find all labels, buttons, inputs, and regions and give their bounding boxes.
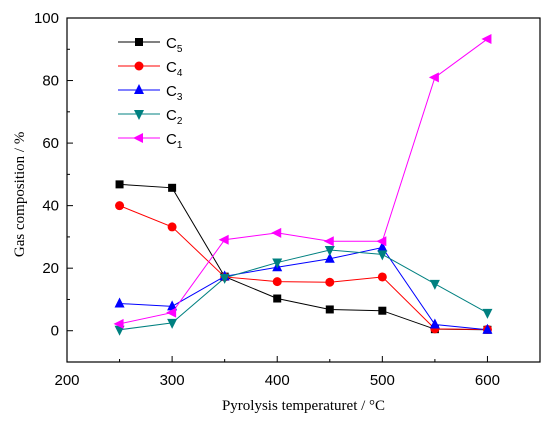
legend-marker bbox=[134, 61, 144, 71]
series-line-c5 bbox=[119, 183, 488, 331]
y-axis: 0 20 40 60 80 100 bbox=[34, 10, 73, 340]
data-point-c5 bbox=[378, 306, 387, 315]
data-point-c1 bbox=[481, 33, 492, 44]
data-point-c2 bbox=[429, 279, 440, 290]
legend-entry-c2: C2 bbox=[118, 107, 183, 127]
y-tick-label: 0 bbox=[51, 323, 59, 340]
legend-label-sub: 5 bbox=[177, 44, 183, 55]
legend-entry-c4: C4 bbox=[118, 59, 183, 79]
y-tick-label: 60 bbox=[42, 135, 59, 152]
series-line-c2 bbox=[119, 249, 488, 331]
legend-label-main: C bbox=[166, 59, 177, 76]
y-tick-label: 40 bbox=[42, 198, 59, 215]
legend-label: C5 bbox=[166, 35, 183, 55]
legend-marker bbox=[134, 110, 144, 120]
y-axis-label: Gas composition / % bbox=[12, 132, 28, 257]
data-point-c5 bbox=[115, 180, 124, 189]
data-point-c5 bbox=[325, 305, 334, 314]
series-line-c3 bbox=[119, 246, 488, 331]
data-point-c3 bbox=[377, 241, 388, 252]
legend-label-main: C bbox=[166, 131, 177, 148]
x-tick-label: 300 bbox=[160, 372, 185, 389]
x-tick-label: 500 bbox=[370, 372, 395, 389]
legend-label: C3 bbox=[166, 83, 183, 103]
data-point-c3 bbox=[114, 297, 125, 308]
legend-label: C2 bbox=[166, 107, 183, 127]
data-point-c2 bbox=[219, 273, 230, 284]
data-point-c1 bbox=[428, 72, 439, 83]
legend-label: C4 bbox=[166, 59, 183, 79]
legend-label-main: C bbox=[166, 83, 177, 100]
legend-entry-c5: C5 bbox=[118, 35, 183, 55]
legend-label-sub: 3 bbox=[177, 92, 183, 103]
data-point-c4 bbox=[167, 222, 177, 232]
data-point-c3 bbox=[429, 318, 440, 329]
legend-marker bbox=[133, 133, 143, 143]
x-tick-label: 400 bbox=[265, 372, 290, 389]
x-tick-label: 200 bbox=[54, 372, 79, 389]
data-point-c1 bbox=[271, 227, 282, 238]
data-point-c1 bbox=[376, 236, 387, 247]
data-point-c5 bbox=[168, 183, 177, 192]
data-point-c2 bbox=[114, 325, 125, 336]
data-point-c1 bbox=[323, 236, 334, 247]
y-tick-label: 100 bbox=[34, 10, 59, 27]
data-point-c5 bbox=[273, 294, 282, 303]
series-line-c1 bbox=[119, 38, 488, 325]
legend-label-sub: 1 bbox=[177, 140, 183, 151]
data-point-c3 bbox=[167, 300, 178, 311]
legend-marker bbox=[134, 84, 144, 94]
data-point-c4 bbox=[115, 201, 125, 211]
x-axis-label: Pyrolysis temperaturet / °C bbox=[222, 398, 385, 414]
data-point-c3 bbox=[324, 252, 335, 263]
data-point-c1 bbox=[218, 234, 229, 245]
legend-entry-c1: C1 bbox=[118, 131, 183, 151]
legend-label-sub: 2 bbox=[177, 116, 183, 127]
legend-label: C1 bbox=[166, 131, 183, 151]
x-axis: 200 300 400 500 600 bbox=[54, 356, 500, 389]
legend-entry-c3: C3 bbox=[118, 83, 183, 103]
legend-label-sub: 4 bbox=[177, 68, 183, 79]
data-point-c2 bbox=[377, 250, 388, 261]
data-point-c4 bbox=[377, 272, 387, 282]
data-point-c2 bbox=[482, 308, 493, 319]
legend-marker bbox=[135, 38, 143, 46]
data-point-c4 bbox=[325, 277, 335, 287]
x-tick-label: 600 bbox=[475, 372, 500, 389]
data-point-c1 bbox=[113, 318, 124, 329]
plot-frame bbox=[66, 17, 541, 363]
y-tick-label: 80 bbox=[42, 73, 59, 90]
series-lines bbox=[119, 38, 488, 331]
data-point-c4 bbox=[272, 277, 282, 287]
data-point-c3 bbox=[482, 323, 493, 334]
data-point-c2 bbox=[324, 246, 335, 257]
data-point-c2 bbox=[272, 258, 283, 269]
data-point-c1 bbox=[166, 307, 177, 318]
data-point-c2 bbox=[167, 318, 178, 329]
legend-label-main: C bbox=[166, 35, 177, 52]
legend-label-main: C bbox=[166, 107, 177, 124]
series-line-c4 bbox=[119, 205, 488, 330]
y-tick-label: 20 bbox=[42, 260, 59, 277]
series-markers bbox=[113, 33, 493, 336]
